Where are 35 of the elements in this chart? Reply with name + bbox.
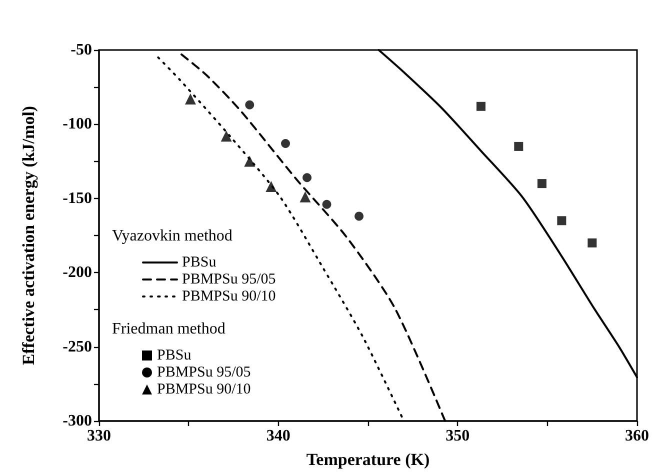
point [281, 138, 290, 148]
y-tick-label: -250 [62, 338, 92, 356]
point [245, 100, 254, 110]
point [557, 216, 566, 226]
point [354, 212, 364, 221]
legend-label: PBMPSu 90/10 [182, 288, 276, 304]
point [300, 191, 311, 202]
point [220, 130, 232, 142]
legend-label: PBMPSu 95/05 [182, 272, 276, 288]
y-tick-label: -100 [62, 116, 92, 133]
x-tick-label: 340 [266, 428, 290, 444]
x-tick-label: 330 [87, 428, 111, 444]
point [184, 93, 196, 104]
point [537, 179, 546, 188]
y-axis-title: Effective activation energy (kJ/mol) [19, 106, 38, 366]
y-tick-label: -50 [70, 42, 92, 58]
y-tick-label: -150 [62, 190, 92, 207]
point [476, 102, 486, 111]
point [322, 200, 332, 209]
point [244, 156, 256, 167]
annotation: Friedman method [112, 320, 226, 338]
x-axis-title: Temperature (K) [306, 450, 430, 469]
legend-label: PBSu [182, 254, 217, 270]
x-tick-label: 350 [446, 428, 470, 444]
legend-label: PBSu [157, 348, 192, 364]
point [588, 238, 597, 248]
point [266, 181, 277, 192]
x-tick-label: 360 [625, 428, 649, 444]
point [302, 173, 312, 182]
y-tick-label: -300 [62, 412, 92, 430]
legend-label: PBMPSu 90/10 [157, 382, 251, 398]
legend-label: PBMPSu 95/05 [157, 364, 251, 380]
y-tick-label: -200 [62, 264, 92, 282]
annotation: Vyazovkin method [112, 228, 232, 244]
point [514, 142, 524, 151]
